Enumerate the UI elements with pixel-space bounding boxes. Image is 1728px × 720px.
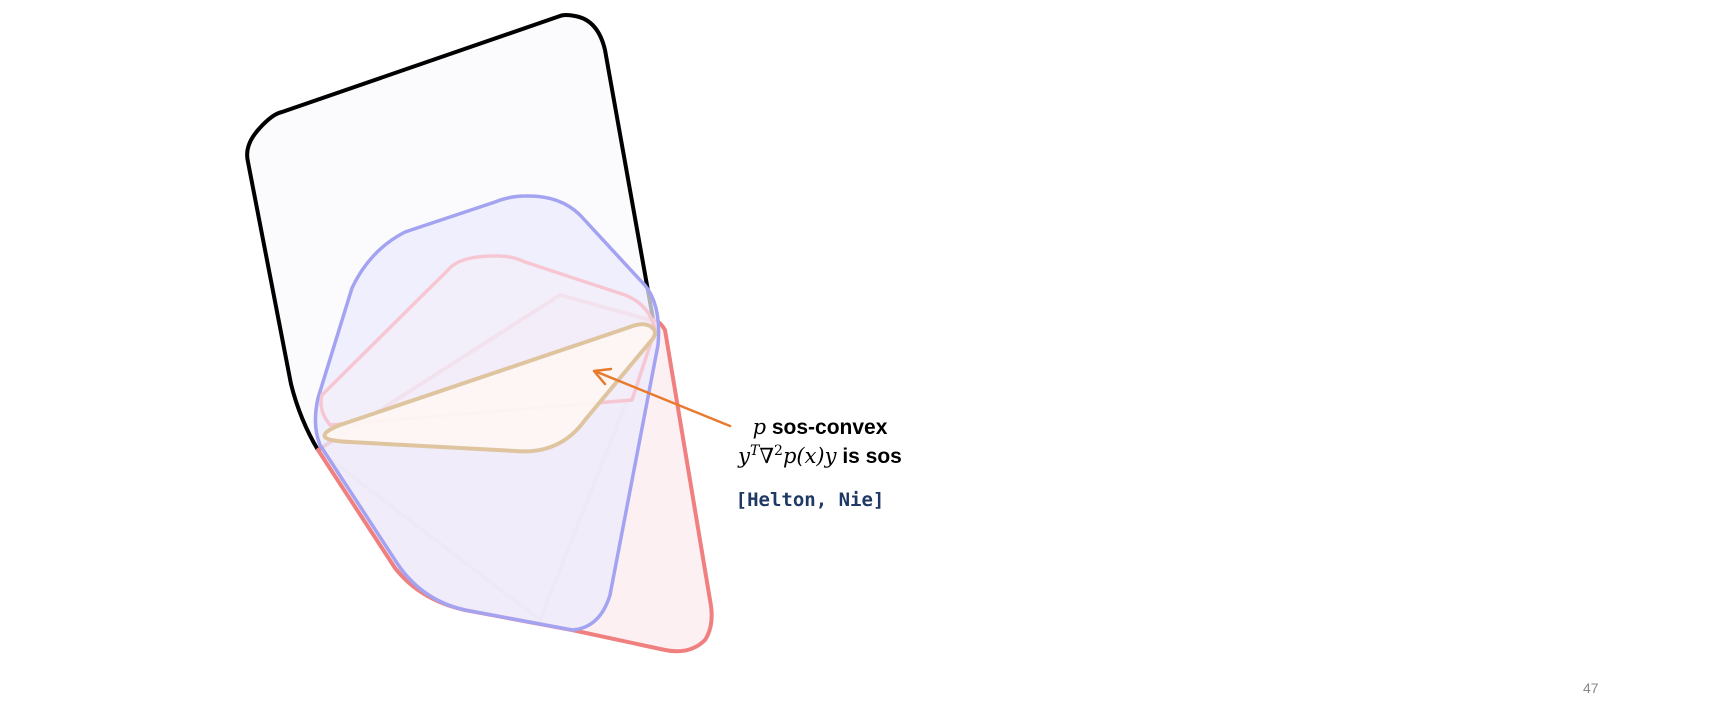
pointer-arrow-line (595, 370, 732, 428)
page-number: 47 (1583, 680, 1599, 696)
math-transpose: T (750, 443, 760, 459)
sos-convex-label: sos-convex (771, 416, 888, 439)
math-nabla: ∇ (759, 444, 775, 468)
math-hessian-expression: p(x)y (782, 444, 837, 468)
annotation-line-2: yT∇2p(x)y is sos (700, 442, 940, 471)
inner-tan-set (322, 322, 657, 454)
polynomial-p: p (752, 415, 767, 439)
pointer-arrow-head (592, 367, 613, 386)
citation: [Helton, Nie] (735, 489, 885, 511)
is-sos-label: is sos (842, 445, 902, 468)
math-square: 2 (774, 443, 783, 459)
annotation-line-1: p sos-convex (700, 413, 940, 442)
sos-convex-annotation: p sos-convex yT∇2p(x)y is sos (700, 413, 940, 471)
math-y: y (738, 444, 750, 468)
